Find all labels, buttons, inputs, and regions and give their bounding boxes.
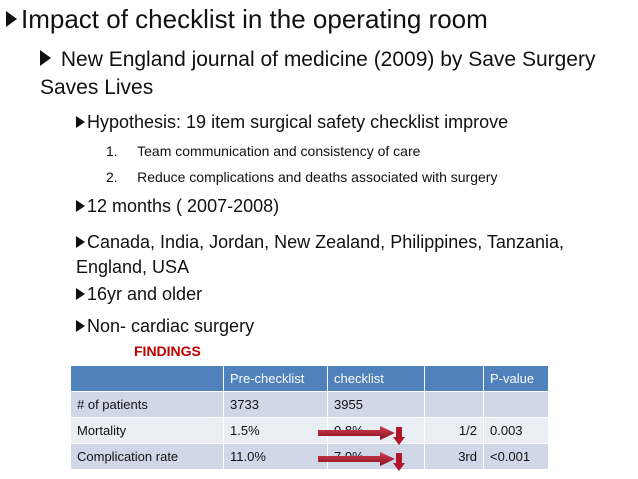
p-value — [483, 391, 549, 418]
table-header — [70, 365, 224, 392]
bullet-arrow-icon — [76, 116, 85, 129]
findings-table: Pre-checklist checklist P-value # of pat… — [70, 365, 549, 470]
numbered-item-1: 1. Team communication and consistency of… — [106, 143, 420, 159]
sub-bullet-text: New England journal of medicine (2009) b… — [40, 48, 596, 99]
duration-bullet: 12 months ( 2007-2008) — [76, 196, 279, 217]
bullet-arrow-icon — [76, 288, 85, 301]
decrease-arrow-icon — [318, 426, 395, 440]
table-header: P-value — [483, 365, 549, 392]
post-value: 0.8% — [327, 417, 425, 444]
down-arrow-icon — [393, 453, 405, 471]
post-value: 3955 — [327, 391, 425, 418]
pre-value: 1.5% — [223, 417, 328, 444]
item-number: 2. — [106, 169, 118, 185]
hypothesis-bullet: Hypothesis: 19 item surgical safety chec… — [76, 112, 508, 133]
change-value: 3rd — [424, 443, 484, 470]
item-number: 1. — [106, 143, 118, 159]
row-label: # of patients — [70, 391, 224, 418]
change-value: 1/2 — [424, 417, 484, 444]
table-row: Complication rate 11.0% 7.0% 3rd ˂0.001 — [70, 443, 549, 470]
decrease-arrow-icon — [318, 452, 395, 466]
bullet-arrow-icon — [76, 320, 85, 333]
age-text: 16yr and older — [87, 284, 203, 304]
item-text: Reduce complications and deaths associat… — [137, 169, 498, 185]
countries-bullet: Canada, India, Jordan, New Zealand, Phil… — [76, 230, 626, 280]
table-header: Pre-checklist — [223, 365, 328, 392]
surgery-text: Non- cardiac surgery — [87, 316, 255, 336]
bullet-arrow-icon — [40, 50, 51, 67]
pre-value: 11.0% — [223, 443, 328, 470]
row-label: Complication rate — [70, 443, 224, 470]
bullet-arrow-icon — [6, 11, 17, 28]
down-arrow-icon — [393, 427, 405, 445]
age-bullet: 16yr and older — [76, 284, 202, 305]
numbered-item-2: 2. Reduce complications and deaths assoc… — [106, 169, 497, 185]
table-header-row: Pre-checklist checklist P-value — [70, 365, 549, 392]
findings-label: FINDINGS — [134, 343, 201, 359]
main-bullet: Impact of checklist in the operating roo… — [6, 4, 488, 35]
surgery-bullet: Non- cardiac surgery — [76, 316, 254, 337]
p-value: ˂0.001 — [483, 443, 549, 470]
main-bullet-text: Impact of checklist in the operating roo… — [21, 4, 488, 34]
change-value — [424, 391, 484, 418]
duration-text: 12 months ( 2007-2008) — [87, 196, 280, 216]
table-row: # of patients 3733 3955 — [70, 391, 549, 418]
table-header — [424, 365, 484, 392]
bullet-arrow-icon — [76, 200, 85, 213]
item-text: Team communication and consistency of ca… — [137, 143, 421, 159]
table-header: checklist — [327, 365, 425, 392]
pre-value: 3733 — [223, 391, 328, 418]
sub-bullet: New England journal of medicine (2009) b… — [40, 46, 600, 102]
bullet-arrow-icon — [76, 236, 85, 249]
hypothesis-text: Hypothesis: 19 item surgical safety chec… — [87, 112, 509, 132]
row-label: Mortality — [70, 417, 224, 444]
p-value: 0.003 — [483, 417, 549, 444]
table-row: Mortality 1.5% 0.8% 1/2 0.003 — [70, 417, 549, 444]
countries-text: Canada, India, Jordan, New Zealand, Phil… — [76, 232, 564, 277]
